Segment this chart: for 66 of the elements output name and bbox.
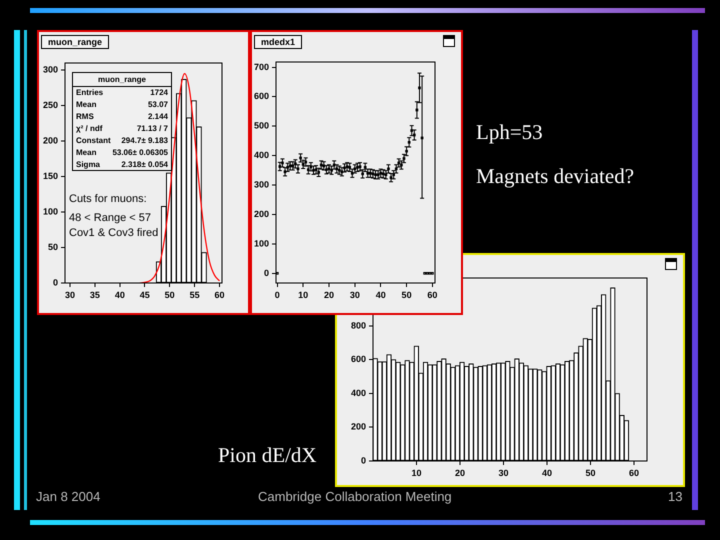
x-tick-label: 50 [585, 468, 596, 478]
text: Magnets deviated? [476, 164, 634, 189]
text: Pion dE/dX [218, 443, 317, 468]
text: Lph=53 [476, 120, 543, 145]
x-tick-label: 30 [64, 290, 75, 300]
x-tick-label: 40 [542, 468, 552, 478]
annotation: Cuts for muons: [69, 192, 148, 207]
x-tick-label: 30 [350, 290, 360, 300]
annotation: 48 < Range < 57 [69, 211, 152, 226]
annotation: 294.7± 9.183 [120, 136, 168, 145]
x-tick-label: 55 [190, 290, 200, 300]
x-tick-label: 40 [114, 290, 125, 300]
x-tick-label: 45 [140, 290, 150, 300]
x-tick-label: 20 [454, 468, 465, 478]
annotation: χ² / ndf [76, 124, 104, 133]
y-tick-label: 400 [350, 388, 366, 398]
y-tick-label: 100 [42, 206, 58, 217]
annotation: 2.318± 0.054 [120, 160, 168, 169]
y-tick-label: 600 [254, 91, 269, 102]
y-tick-label: 100 [254, 238, 269, 248]
y-tick-label: 250 [42, 100, 58, 110]
annotation: 2.144 [146, 112, 168, 121]
x-tick-label: 30 [498, 468, 508, 478]
y-tick-label: 0 [360, 455, 366, 466]
x-tick-label: 60 [628, 468, 639, 478]
annotation: 53.06± 0.06305 [112, 148, 168, 157]
x-tick-label: 60 [427, 290, 438, 300]
y-tick-label: 200 [42, 136, 58, 146]
annotation: Cov1 & Cov3 fired [69, 226, 158, 241]
y-tick-label: 200 [350, 422, 366, 432]
x-tick-label: 50 [402, 290, 412, 300]
annotation: RMS [76, 112, 95, 121]
y-tick-label: 50 [48, 242, 58, 252]
y-tick-label: 0 [264, 268, 269, 278]
x-tick-label: 10 [411, 468, 422, 478]
x-tick-label: 60 [214, 290, 225, 300]
annotation: Constant [76, 136, 112, 145]
text: Jan 8 2004 [36, 489, 100, 504]
y-tick-label: 800 [350, 320, 366, 330]
text: 13 [668, 489, 682, 504]
y-tick-label: 300 [42, 64, 58, 75]
annotation: 71.13 / 7 [136, 124, 168, 133]
x-tick-label: 0 [274, 290, 280, 300]
y-tick-label: 0 [52, 277, 58, 288]
y-tick-label: 700 [254, 62, 269, 72]
x-tick-label: 10 [298, 290, 308, 300]
chart-title: mdedx1 [254, 35, 302, 49]
annotation: Mean [76, 100, 98, 109]
y-tick-label: 500 [254, 120, 269, 131]
x-tick-label: 35 [90, 290, 100, 300]
y-tick-label: 400 [254, 150, 269, 160]
x-tick-label: 40 [376, 290, 386, 300]
x-tick-label: 20 [324, 290, 334, 300]
annotation: 53.07 [146, 100, 168, 109]
annotation: 1724 [149, 88, 168, 97]
annotation: Mean [76, 148, 98, 157]
y-tick-label: 300 [254, 179, 269, 190]
y-tick-label: 200 [254, 208, 269, 219]
y-tick-label: 150 [42, 171, 58, 182]
chart-title: muon_range [41, 35, 110, 49]
annotation: Entries [76, 88, 104, 97]
y-tick-label: 600 [350, 354, 366, 364]
annotation: muon_range [73, 73, 171, 87]
x-tick-label: 50 [164, 290, 175, 300]
annotation: Sigma [76, 160, 102, 169]
text: Cambridge Collaboration Meeting [258, 489, 452, 504]
